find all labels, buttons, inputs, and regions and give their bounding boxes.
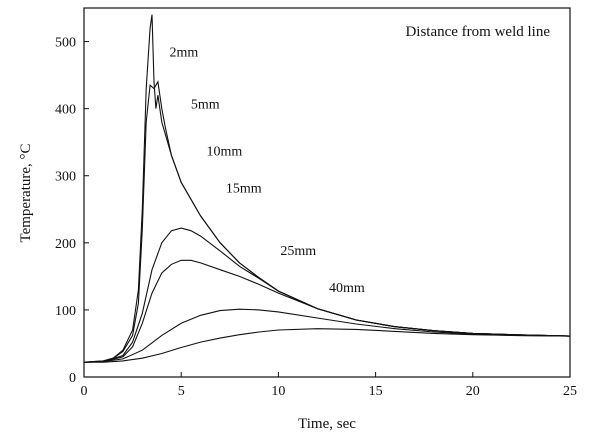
curve-labels: 2mm 5mm 10mm 15mm 25mm 40mm [170, 45, 365, 295]
curve-label-2mm: 2mm [170, 45, 199, 60]
series-line-10mm [83, 227, 571, 363]
y-tick-label: 500 [55, 36, 76, 51]
y-tick-label: 400 [55, 103, 76, 118]
x-tick-label: 0 [81, 384, 88, 399]
y-tick-label: 200 [55, 237, 76, 252]
annotation-text: Distance from weld line [405, 24, 550, 40]
curve-label-15mm: 15mm [226, 182, 262, 197]
x-tick-label: 20 [466, 384, 480, 399]
series-line-40mm [84, 328, 571, 363]
plot-frame [83, 7, 571, 378]
curve-label-10mm: 10mm [206, 145, 242, 160]
curve-label-5mm: 5mm [191, 98, 220, 113]
series-line-5mm [83, 80, 571, 363]
x-tick-label: 10 [271, 384, 285, 399]
series-line-25mm [83, 308, 571, 363]
y-tick-label: 0 [69, 371, 76, 386]
y-tick-label: 100 [55, 304, 76, 319]
curves [83, 14, 571, 363]
x-tick-label: 15 [369, 384, 383, 399]
x-tick-label: 5 [178, 384, 185, 399]
x-tick-label: 25 [563, 384, 577, 399]
series-line-15mm [83, 259, 571, 363]
y-axis-label: Temperature, °C [18, 143, 34, 242]
ticks: 0 5 10 15 20 25 0 100 200 300 400 500 [55, 36, 577, 399]
curve-label-25mm: 25mm [280, 244, 316, 259]
y-tick-label: 300 [55, 170, 76, 185]
curve-label-40mm: 40mm [329, 281, 365, 296]
series-line-2mm [83, 14, 571, 363]
x-axis-label: Time, sec [298, 416, 356, 432]
